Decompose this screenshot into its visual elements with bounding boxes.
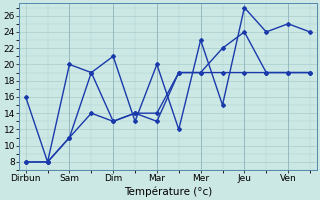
X-axis label: Température (°c): Température (°c) xyxy=(124,186,212,197)
